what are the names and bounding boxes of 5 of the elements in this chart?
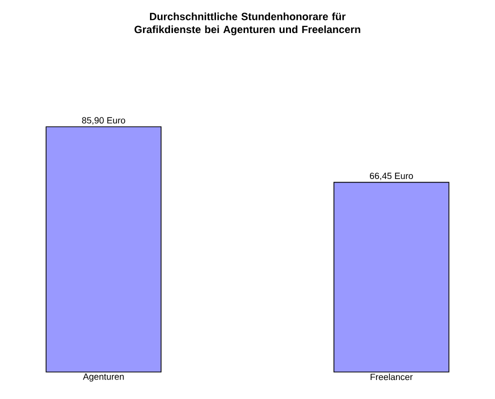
x-tick-label: Freelancer [370,374,413,380]
data-label: 85,90 Euro [82,117,126,125]
x-tick-label: Agenturen [82,374,124,382]
chart-title: Durchschnittliche Stundenhonorare für Grafikdienste bei Agenturen und Freelancern [134,12,360,36]
data-label: 66,45 Euro [370,172,413,180]
